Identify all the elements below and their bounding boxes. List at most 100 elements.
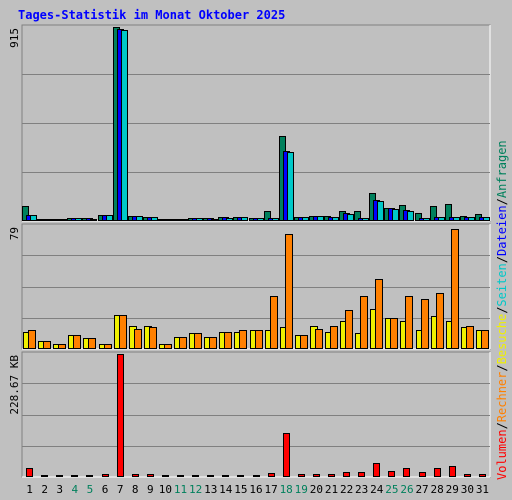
- bar-volumen-day-5: [86, 475, 93, 477]
- bar-volumen-day-7: [117, 354, 124, 477]
- legend-item: Volumen: [495, 429, 509, 480]
- x-tick-label: 25: [385, 483, 398, 496]
- bar-rechner-day-25: [390, 318, 398, 349]
- x-tick-label: 13: [204, 483, 217, 496]
- x-tick-label: 29: [446, 483, 459, 496]
- panel-visits: 79: [8, 223, 491, 350]
- y-max-label: 915: [8, 28, 21, 48]
- x-tick-label: 30: [461, 483, 474, 496]
- bar-volumen-day-4: [71, 475, 78, 477]
- bar-seiten-day-9: [151, 217, 158, 221]
- bar-rechner-day-24: [375, 279, 383, 349]
- x-tick-label: 7: [117, 483, 124, 496]
- bar-rechner-day-1: [28, 330, 36, 349]
- bar-seiten-day-25: [392, 209, 399, 221]
- bar-seiten-day-27: [423, 218, 430, 221]
- x-tick-label: 20: [310, 483, 323, 496]
- bar-rechner-day-11: [179, 337, 187, 349]
- x-tick-label: 23: [355, 483, 368, 496]
- bar-seiten-day-5: [90, 219, 97, 221]
- bar-seiten-day-7: [121, 30, 128, 221]
- bar-rechner-day-28: [436, 293, 444, 349]
- bar-rechner-day-2: [43, 341, 51, 349]
- x-tick-label: 24: [370, 483, 384, 496]
- bar-rechner-day-13: [209, 337, 217, 349]
- x-tick-label: 26: [400, 483, 413, 496]
- bar-volumen-day-31: [479, 474, 486, 477]
- bar-seiten-day-28: [438, 217, 445, 221]
- bar-seiten-day-30: [468, 217, 475, 221]
- bar-seiten-day-10: [166, 219, 173, 221]
- bar-volumen-day-16: [253, 475, 260, 477]
- bar-volumen-day-11: [177, 475, 184, 477]
- bar-anfragen-day-1: [22, 206, 29, 221]
- bar-anfragen-day-23: [354, 211, 361, 221]
- bar-rechner-day-17: [270, 296, 278, 349]
- bar-seiten-day-22: [347, 214, 354, 221]
- bar-rechner-day-23: [360, 296, 368, 349]
- bar-seiten-day-18: [287, 152, 294, 221]
- bar-rechner-day-31: [481, 330, 489, 349]
- bar-seiten-day-31: [483, 217, 490, 221]
- panel-volume: 228.67 KB: [8, 351, 491, 478]
- bar-seiten-day-14: [226, 218, 233, 221]
- bar-volumen-day-9: [147, 474, 154, 477]
- bar-rechner-day-5: [88, 338, 96, 349]
- x-tick-label: 10: [159, 483, 172, 496]
- bar-anfragen-day-17: [264, 211, 271, 221]
- bar-volumen-day-17: [268, 473, 275, 477]
- x-axis-labels: 1 2 3 4 5 6 7 8 9 10 11 12 13 14 15 16 17 18 19 20 21 22 23 24 2…: [26, 483, 489, 496]
- x-tick-label: 11: [174, 483, 187, 496]
- bar-anfragen-day-27: [415, 213, 422, 221]
- x-tick-label: 14: [219, 483, 233, 496]
- bar-volumen-day-18: [283, 433, 290, 477]
- bar-rechner-day-21: [330, 326, 338, 349]
- bar-rechner-day-19: [300, 335, 308, 349]
- bar-rechner-day-22: [345, 310, 353, 349]
- bar-seiten-day-29: [453, 217, 460, 221]
- bar-seiten-day-4: [75, 218, 82, 221]
- bar-volumen-day-29: [449, 466, 456, 477]
- chart-title: Tages-Statistik im Monat Oktober 2025: [18, 8, 285, 22]
- bar-rechner-day-30: [466, 326, 474, 349]
- bar-volumen-day-27: [419, 472, 426, 477]
- bar-rechner-day-15: [239, 330, 247, 349]
- bar-seiten-day-11: [181, 219, 188, 221]
- legend: Volumen/Rechner/Besuche/Seiten/Dateien/A…: [495, 140, 509, 480]
- bar-seiten-day-6: [106, 215, 113, 221]
- bar-seiten-day-20: [317, 216, 324, 221]
- bar-rechner-day-10: [164, 344, 172, 349]
- bar-volumen-day-30: [464, 474, 471, 477]
- bar-rechner-day-26: [405, 296, 413, 349]
- bar-seiten-day-21: [332, 217, 339, 221]
- x-tick-label: 5: [87, 483, 94, 496]
- legend-item: /: [495, 198, 509, 205]
- x-tick-label: 17: [264, 483, 277, 496]
- bar-rechner-day-4: [73, 335, 81, 349]
- legend-item: /: [495, 256, 509, 263]
- x-tick-label: 4: [72, 483, 79, 496]
- bar-volumen-day-12: [192, 475, 199, 477]
- bar-seiten-day-23: [362, 218, 369, 221]
- x-tick-label: 15: [234, 483, 247, 496]
- bar-volumen-day-26: [403, 468, 410, 477]
- legend-item: Besuche: [495, 314, 509, 365]
- bar-rechner-day-7: [119, 315, 127, 349]
- x-tick-label: 1: [26, 483, 33, 496]
- x-tick-label: 12: [189, 483, 202, 496]
- bar-volumen-day-28: [434, 468, 441, 477]
- bar-volumen-day-20: [313, 474, 320, 477]
- bar-volumen-day-6: [102, 474, 109, 477]
- x-tick-label: 22: [340, 483, 353, 496]
- bar-seiten-day-12: [196, 218, 203, 221]
- x-tick-label: 28: [431, 483, 444, 496]
- bar-volumen-day-3: [56, 475, 63, 477]
- y-max-label: 228.67 KB: [8, 355, 21, 415]
- bar-volumen-day-21: [328, 474, 335, 477]
- bar-rechner-day-29: [451, 229, 459, 349]
- bar-volumen-day-22: [343, 472, 350, 477]
- bar-anfragen-day-29: [445, 204, 452, 221]
- bar-rechner-day-16: [255, 330, 263, 349]
- legend-item: Dateien: [495, 205, 509, 256]
